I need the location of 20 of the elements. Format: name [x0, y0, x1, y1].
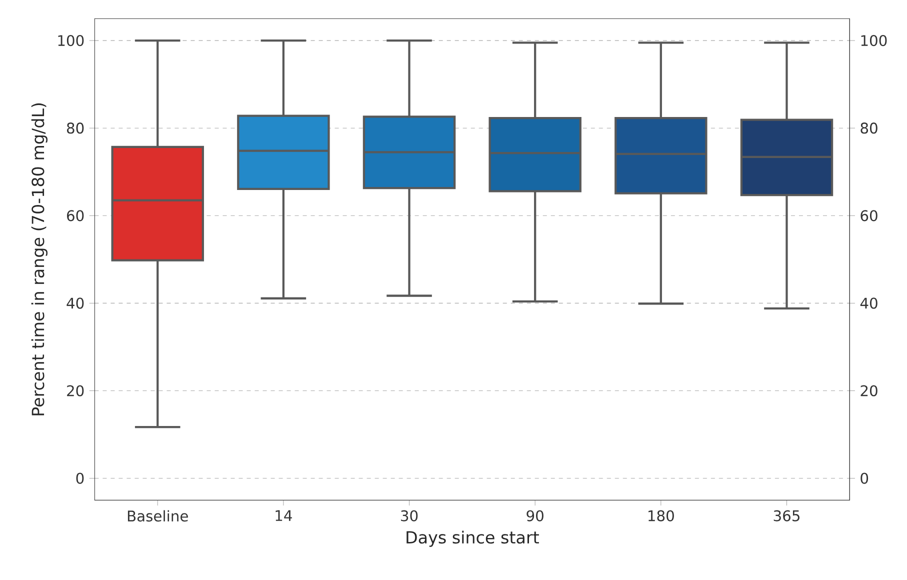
x-tick-label: 90 — [526, 510, 544, 522]
x-tick-label: 180 — [648, 510, 674, 522]
y2-tick-label: 100 — [861, 34, 887, 46]
x-tick-label: 14 — [276, 510, 292, 521]
y-tick-label: 40 — [66, 298, 84, 309]
y-tick-label: 0 — [76, 472, 84, 484]
x-tick-label: Baseline — [128, 510, 188, 522]
y2-tick-label: 0 — [860, 472, 868, 484]
y2-tick-label: 40 — [860, 298, 878, 309]
x-axis-title: Days since start — [406, 530, 539, 547]
y2-tick-label: 80 — [860, 122, 878, 134]
x-tick-label: 30 — [401, 510, 418, 522]
y2-tick-label: 60 — [860, 210, 878, 222]
y-axis-title: Percent time in range (70-180 mg/dL) — [31, 103, 48, 416]
y-tick-label: 20 — [67, 385, 84, 396]
y2-tick-label: 20 — [860, 385, 878, 396]
y-tick-label: 100 — [58, 34, 84, 46]
y-tick-label: 80 — [66, 122, 84, 134]
x-tick-label: 365 — [774, 510, 800, 522]
y-tick-label: 60 — [67, 210, 84, 222]
